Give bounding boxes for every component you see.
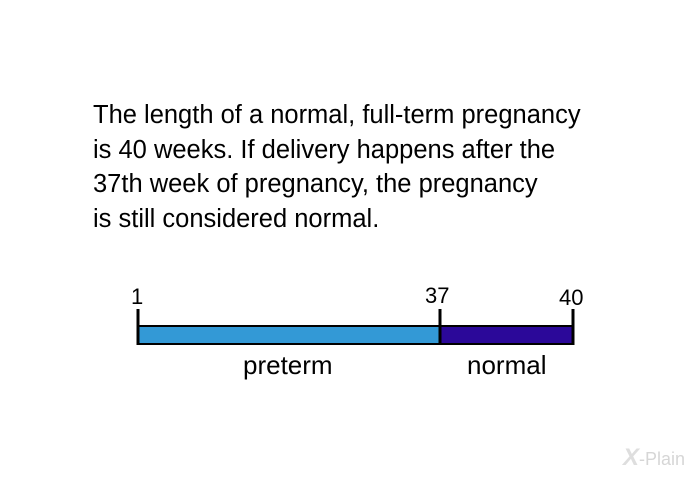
logo-mark: X (623, 444, 640, 471)
timeline-segment-normal (439, 325, 574, 345)
segment-label-preterm: preterm (243, 350, 333, 380)
segment-label-normal: normal (467, 350, 547, 380)
tick-label-boundary: 37 (425, 283, 450, 308)
timeline-segment-preterm (137, 325, 441, 345)
paragraph-line-1: The length of a normal, full-term pregna… (93, 101, 581, 129)
paragraph-line-2: is 40 weeks. If delivery happens after t… (93, 135, 556, 164)
paragraph-line-3: 37th week of pregnancy, the pregnancy (93, 170, 538, 198)
logo-text: -Plain (639, 449, 686, 469)
x-plain-logo: X-Plain (623, 446, 686, 470)
tick-label-start: 1 (131, 284, 144, 309)
tick-label-end: 40 (559, 285, 584, 310)
paragraph-line-4: is still considered normal. (93, 204, 380, 233)
description-paragraph: The length of a normal, full-term pregna… (93, 98, 581, 236)
